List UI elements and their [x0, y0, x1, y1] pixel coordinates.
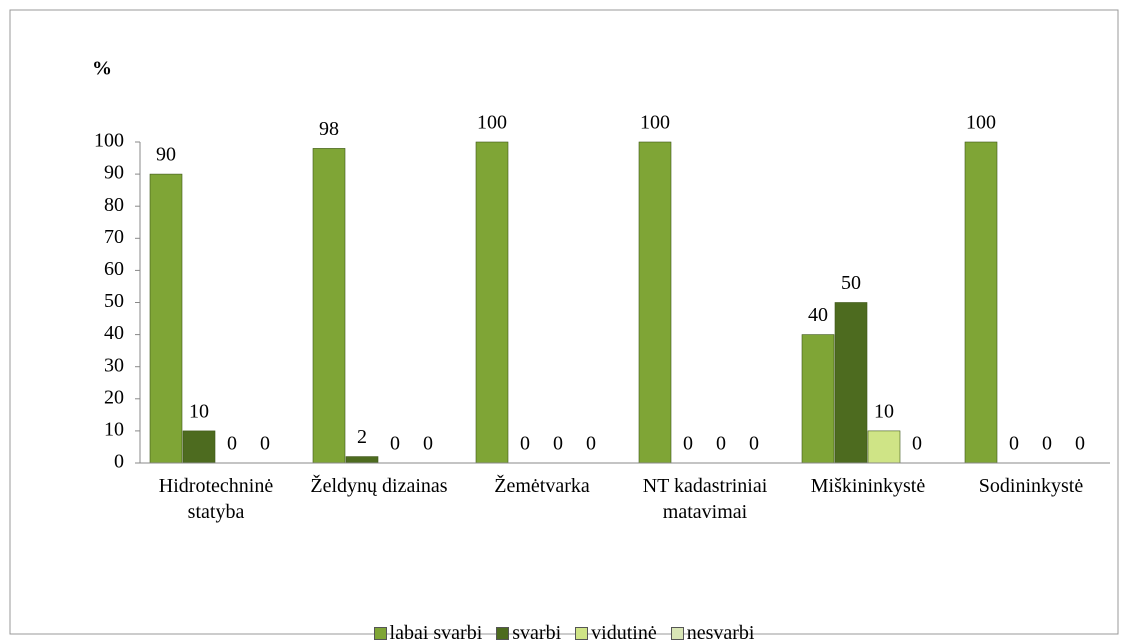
legend-label: nesvarbi — [686, 622, 755, 644]
x-tick-label: Žemėtvarka — [494, 475, 590, 497]
value-label: 50 — [841, 272, 861, 294]
legend-swatch — [670, 627, 684, 640]
value-label: 0 — [260, 433, 270, 455]
x-tick-label: NT kadastriniai matavimai — [642, 475, 768, 523]
y-tick-label: 50 — [104, 290, 124, 312]
bar — [801, 334, 835, 464]
value-label: 0 — [553, 433, 563, 455]
value-label: 0 — [520, 433, 530, 455]
x-tick-label: Hidrotechninė statyba — [158, 475, 274, 523]
value-label: 100 — [477, 112, 507, 134]
value-label: 90 — [156, 144, 176, 166]
legend-swatch — [575, 627, 589, 640]
bar — [345, 456, 379, 464]
y-axis-label: % — [92, 58, 112, 80]
value-label: 0 — [716, 433, 726, 455]
y-tick-label: 80 — [104, 194, 124, 216]
value-label: 0 — [586, 433, 596, 455]
value-label: 0 — [423, 433, 433, 455]
y-tick-label: 90 — [104, 162, 124, 184]
y-tick-label: 70 — [104, 226, 124, 248]
legend-label: svarbi — [512, 622, 562, 644]
bar — [834, 302, 868, 464]
value-label: 0 — [912, 433, 922, 455]
y-tick-label: 30 — [104, 354, 124, 376]
y-tick-label: 40 — [104, 322, 124, 344]
value-label: 0 — [749, 433, 759, 455]
frame — [9, 9, 1119, 635]
x-tick-label: Želdynų dizainas — [310, 475, 448, 497]
y-tick-label: 10 — [104, 418, 124, 440]
value-label: 10 — [874, 400, 894, 422]
y-tick-label: 0 — [114, 451, 124, 473]
value-label: 0 — [1075, 433, 1085, 455]
legend-item: nesvarbi — [670, 622, 755, 644]
bar — [867, 430, 901, 464]
legend-label: labai svarbi — [389, 622, 483, 644]
legend: labai svarbi svarbi vidutinė nesvarbi — [0, 622, 1128, 644]
value-label: 40 — [808, 304, 828, 326]
value-label: 0 — [227, 433, 237, 455]
bar — [638, 141, 672, 464]
y-tick-label: 100 — [94, 130, 124, 152]
bar — [182, 430, 216, 464]
value-label: 0 — [390, 433, 400, 455]
value-label: 100 — [966, 112, 996, 134]
bar — [964, 141, 998, 464]
value-label: 98 — [319, 118, 339, 140]
legend-item: svarbi — [496, 622, 561, 644]
legend-swatch — [496, 627, 510, 640]
y-tick-label: 20 — [104, 386, 124, 408]
value-label: 0 — [683, 433, 693, 455]
bar — [149, 173, 183, 464]
value-label: 10 — [189, 400, 209, 422]
legend-label: vidutinė — [591, 622, 657, 644]
value-label: 0 — [1042, 433, 1052, 455]
bar — [312, 148, 346, 464]
legend-item: labai svarbi — [373, 622, 483, 644]
legend-swatch — [373, 627, 387, 640]
value-label: 0 — [1009, 433, 1019, 455]
value-label: 2 — [357, 426, 367, 448]
x-tick-label: Sodininkystė — [978, 475, 1084, 497]
legend-item: vidutinė — [575, 622, 657, 644]
value-label: 100 — [640, 112, 670, 134]
x-tick-label: Miškininkystė — [810, 475, 926, 497]
y-tick-label: 60 — [104, 258, 124, 280]
bar — [475, 141, 509, 464]
